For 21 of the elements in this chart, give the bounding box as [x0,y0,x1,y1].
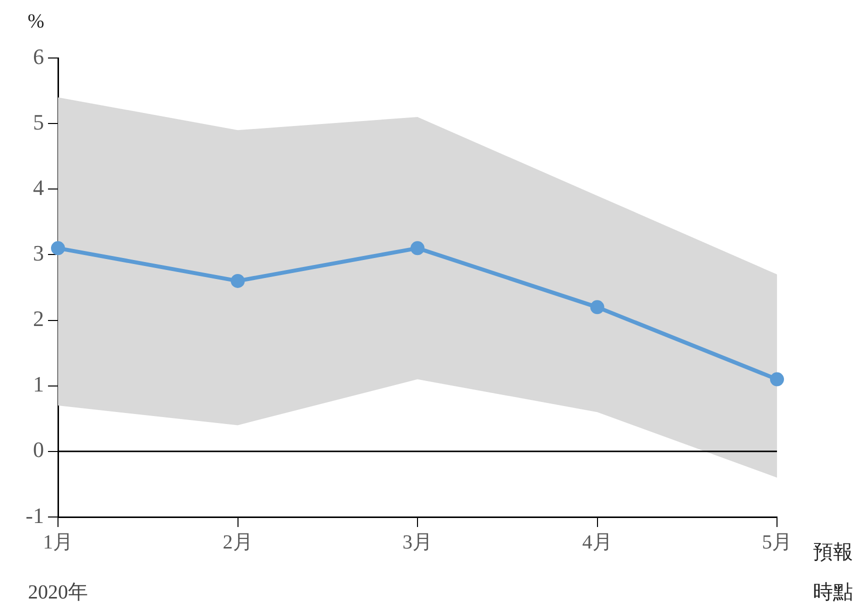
point [590,300,604,314]
x-tick-label: 2月 [222,531,253,554]
y-tick-label: 5 [33,109,44,134]
y-tick-label: 1 [33,372,44,397]
point [410,241,424,256]
point [230,274,245,288]
point [51,241,65,256]
x-axis-title: 預報時點 [813,541,853,602]
y-tick-label: 4 [33,174,44,200]
y-tick-label: 6 [33,44,44,69]
text: 2020年 [28,581,88,602]
y-axis-title: % [28,10,44,32]
y-tick-label: 0 [33,437,44,462]
point [770,372,784,386]
x-tick-label: 4月 [582,531,612,554]
y-tick-label: 3 [33,240,44,266]
x-tick-label: 3月 [402,531,432,554]
y-tick-label: -1 [26,502,44,528]
x-tick-label: 1月 [43,531,73,554]
y-tick-label: 2 [33,306,44,332]
x-tick-label: 5月 [762,531,792,554]
